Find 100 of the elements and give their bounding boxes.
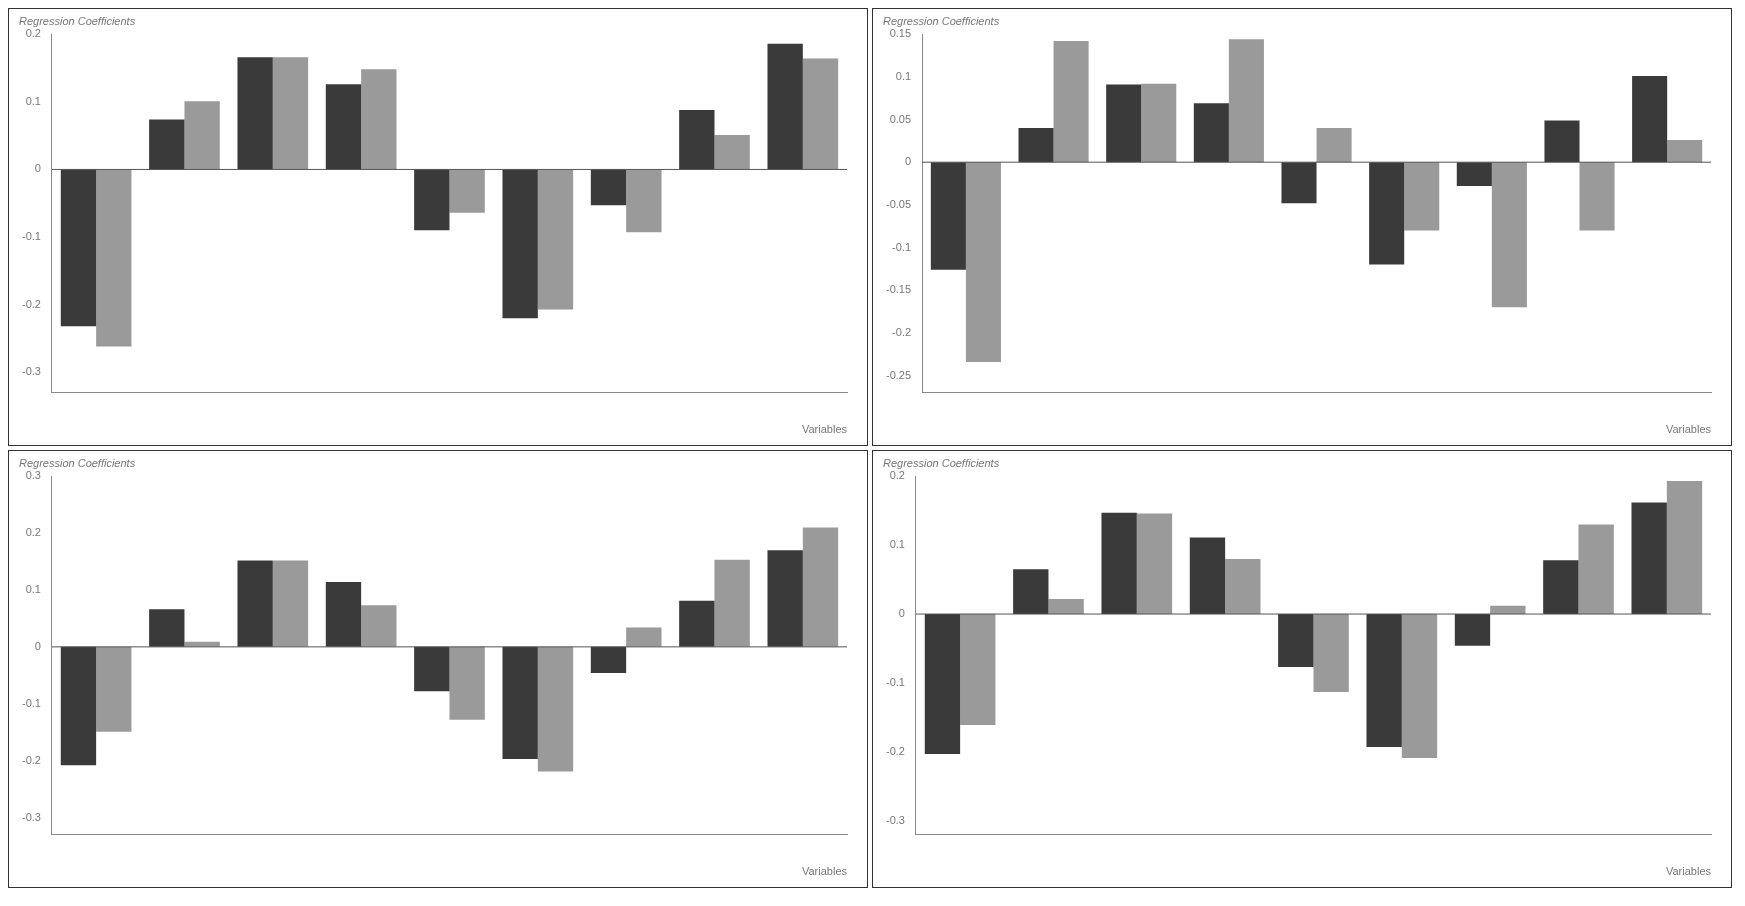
- bar: [1018, 128, 1054, 163]
- bar: [1278, 614, 1314, 668]
- y-tick-label: 0.1: [25, 94, 41, 107]
- y-tick-label: 0.15: [889, 27, 912, 40]
- bar: [960, 614, 996, 726]
- bar: [802, 58, 839, 170]
- bar: [679, 109, 715, 170]
- y-tick-label: -0.2: [21, 753, 41, 766]
- y-tick-label: 0: [34, 639, 41, 652]
- y-tick-label: 0.1: [895, 69, 912, 82]
- bar: [1666, 481, 1703, 615]
- y-tick-label: 0.2: [889, 469, 905, 482]
- bar: [1141, 83, 1177, 163]
- bar: [1632, 76, 1668, 163]
- bar: [802, 527, 839, 647]
- y-tick-label: -0.1: [21, 696, 41, 709]
- bar: [537, 646, 574, 772]
- y-tick-label: -0.2: [892, 325, 912, 338]
- bar: [767, 43, 803, 170]
- bar: [1106, 84, 1142, 163]
- bar: [1667, 140, 1703, 163]
- bar: [184, 101, 220, 170]
- bar: [149, 609, 185, 647]
- bar: [361, 69, 397, 170]
- bar: [930, 162, 966, 270]
- y-tick-label: -0.3: [885, 813, 905, 826]
- bar: [1454, 614, 1491, 646]
- bar: [1053, 41, 1089, 163]
- bar: [1136, 513, 1173, 615]
- bar: [502, 646, 538, 759]
- y-tick-label: 0: [904, 155, 912, 168]
- bar: [1193, 103, 1229, 163]
- bar: [272, 57, 309, 170]
- y-tick-label: -0.1: [21, 230, 41, 243]
- x-axis-title: Variables: [1665, 423, 1712, 436]
- bar: [237, 560, 273, 647]
- bar: [1225, 558, 1261, 615]
- bar: [1631, 502, 1667, 615]
- y-tick-label: -0.1: [885, 676, 905, 688]
- bar: [449, 169, 485, 213]
- y-tick-label: -0.3: [21, 365, 41, 378]
- bar: [237, 57, 273, 170]
- bar: [924, 614, 961, 754]
- chart-title: Regression Coefficients: [883, 14, 1000, 27]
- bar: [60, 169, 97, 327]
- bar: [325, 582, 362, 647]
- y-tick-label: 0.1: [25, 583, 41, 596]
- bar: [325, 84, 362, 170]
- bar: [502, 169, 538, 319]
- bar: [361, 605, 397, 647]
- bar: [96, 169, 132, 347]
- bar: [60, 646, 97, 766]
- y-tick-label: 0.3: [25, 469, 41, 482]
- chart-title: Regression Coefficients: [19, 14, 136, 27]
- y-tick-label: 0: [898, 607, 905, 620]
- bar: [1401, 614, 1438, 759]
- y-tick-label: 0.2: [25, 27, 41, 40]
- bar: [1369, 162, 1405, 265]
- y-tick-label: -0.2: [21, 297, 41, 310]
- y-tick-label: -0.3: [21, 810, 41, 823]
- chart-title: Regression Coefficients: [883, 456, 1000, 469]
- y-tick-label: 0: [34, 162, 41, 175]
- y-tick-label: 0.05: [889, 112, 912, 125]
- bar: [1189, 537, 1226, 615]
- bar: [414, 646, 450, 692]
- x-axis-title: Variables: [801, 423, 848, 436]
- bar: [626, 169, 662, 233]
- y-tick-label: -0.05: [885, 197, 912, 210]
- bar: [149, 119, 185, 170]
- bar: [590, 169, 627, 206]
- bar: [590, 646, 627, 674]
- x-axis-title: Variables: [1665, 865, 1712, 878]
- y-tick-label: -0.2: [885, 744, 905, 757]
- bar: [414, 169, 450, 231]
- bar: [1456, 162, 1492, 187]
- bar: [1579, 162, 1615, 231]
- bar: [1404, 162, 1440, 231]
- bar: [1313, 614, 1349, 692]
- bar: [1101, 512, 1137, 615]
- bar: [1281, 162, 1317, 204]
- bar: [1491, 162, 1527, 308]
- bar: [1543, 560, 1579, 615]
- y-tick-label: -0.15: [885, 283, 912, 296]
- bar: [1544, 120, 1580, 163]
- x-axis-title: Variables: [801, 865, 848, 878]
- y-tick-label: 0.2: [25, 526, 41, 539]
- y-tick-label: -0.1: [892, 240, 912, 253]
- bar: [1048, 598, 1084, 615]
- bar: [537, 169, 574, 310]
- y-tick-label: 0.1: [889, 538, 905, 551]
- bar: [1316, 128, 1352, 163]
- bar: [96, 646, 132, 732]
- bar: [1013, 569, 1049, 615]
- bar: [1228, 39, 1264, 163]
- bar: [626, 627, 662, 647]
- chart-title: Regression Coefficients: [19, 456, 136, 469]
- y-tick-label: -0.25: [885, 368, 912, 381]
- bar: [767, 550, 803, 647]
- bar: [714, 134, 750, 170]
- bar: [1578, 524, 1614, 615]
